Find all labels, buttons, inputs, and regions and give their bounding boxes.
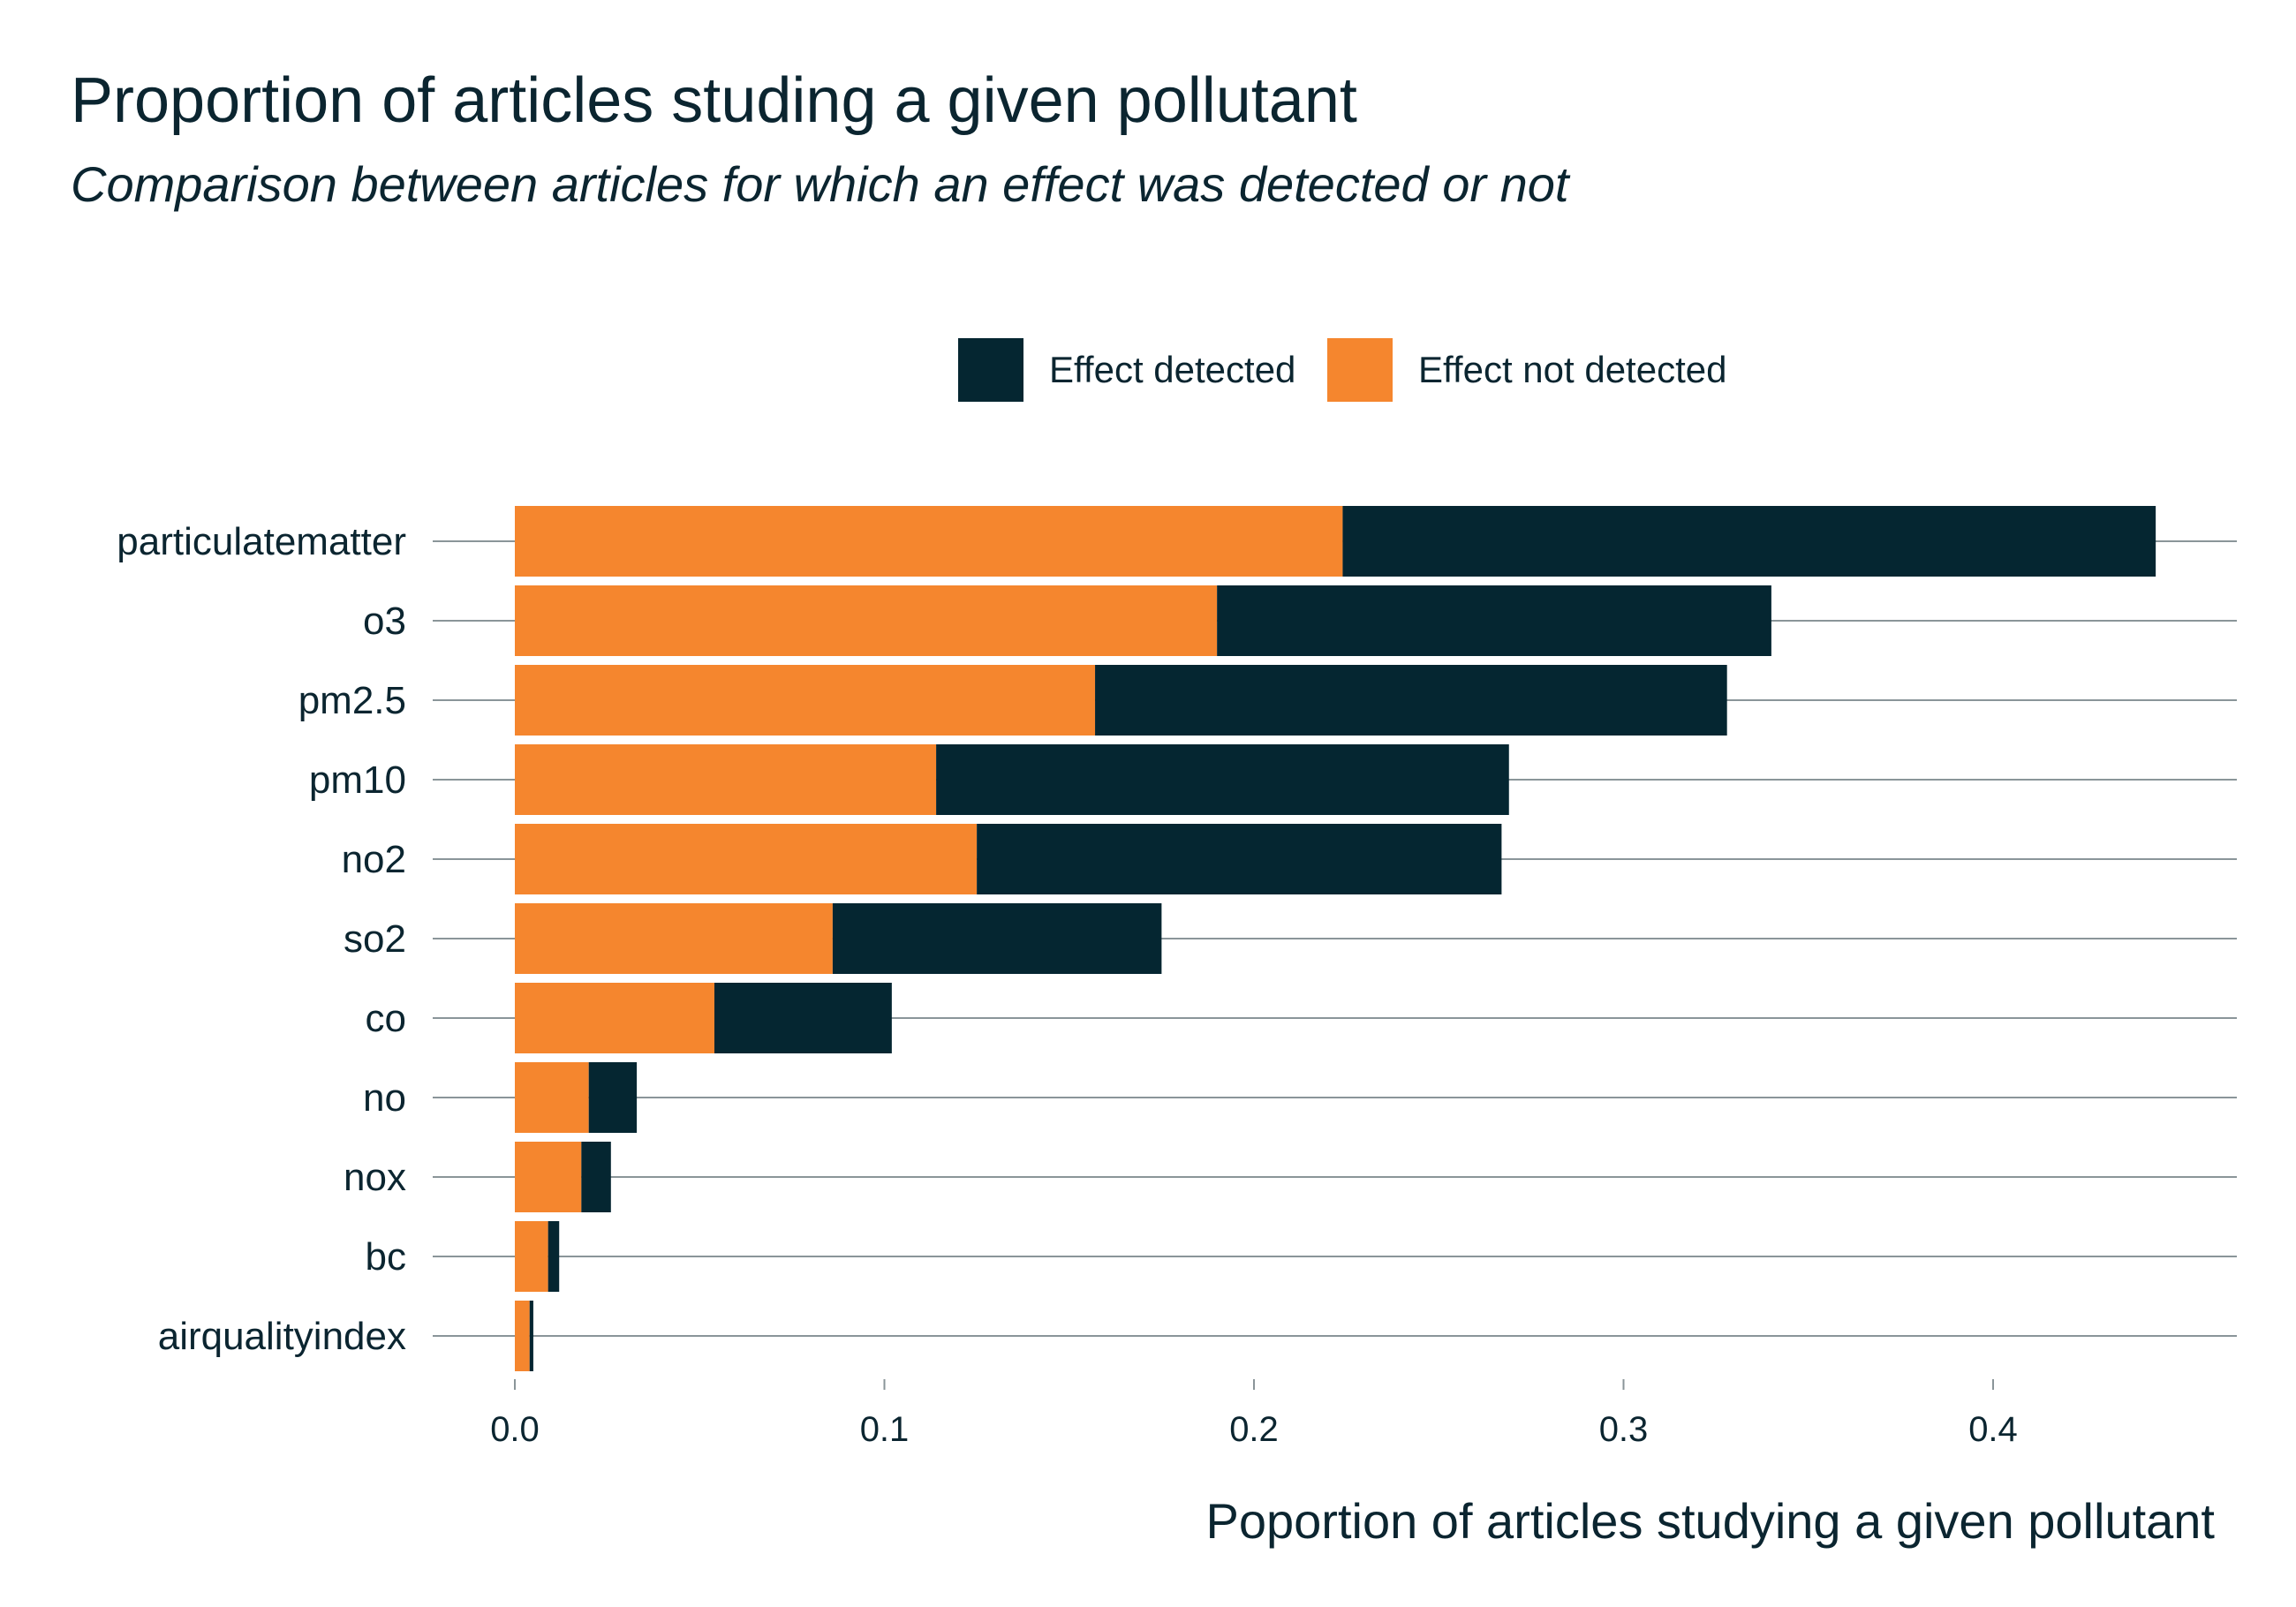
x-axis-ticks: 0.0 0.1 0.2 0.3 0.4	[490, 1379, 2018, 1449]
bar-detected-airqualityindex	[529, 1301, 533, 1371]
category-label-airqualityindex: airqualityindex	[158, 1315, 406, 1358]
category-labels: particulatematter o3 pm2.5 pm10 no2 so2 co no no…	[117, 520, 406, 1358]
bar-not-detected-airqualityindex	[515, 1301, 530, 1371]
x-tick-label: 0.2	[1229, 1410, 1279, 1449]
chart-subtitle: Comparison between articles for which an…	[71, 156, 1571, 212]
bar-detected-no2	[977, 824, 1502, 894]
bar-not-detected-nox	[515, 1142, 582, 1212]
bar-detected-no	[588, 1062, 638, 1133]
bar-detected-pm2-5	[1095, 665, 1727, 736]
bar-not-detected-particulatematter	[515, 506, 1343, 577]
category-label-nox: nox	[344, 1156, 406, 1199]
bar-not-detected-o3	[515, 585, 1218, 656]
legend-swatch-effect-not-detected	[1327, 338, 1393, 402]
bar-detected-bc	[548, 1221, 560, 1292]
category-label-pm2-5: pm2.5	[298, 679, 406, 722]
legend-label-effect-detected: Effect detected	[1049, 349, 1295, 390]
x-tick-label: 0.1	[860, 1410, 910, 1449]
bar-not-detected-no2	[515, 824, 978, 894]
category-label-bc: bc	[366, 1235, 406, 1279]
bar-detected-pm10	[936, 744, 1509, 815]
bar-detected-nox	[581, 1142, 611, 1212]
category-label-o3: o3	[363, 600, 406, 643]
bar-not-detected-bc	[515, 1221, 548, 1292]
bar-detected-so2	[832, 903, 1162, 974]
category-label-co: co	[366, 997, 406, 1040]
bars	[515, 506, 2156, 1371]
category-label-particulatematter: particulatematter	[117, 520, 406, 563]
bar-not-detected-no	[515, 1062, 589, 1133]
legend: Effect detected Effect not detected	[958, 338, 1726, 402]
category-label-so2: so2	[344, 917, 406, 961]
chart-title: Proportion of articles studing a given p…	[71, 65, 1357, 136]
x-tick-label: 0.4	[1968, 1410, 2018, 1449]
category-label-no: no	[363, 1076, 406, 1120]
category-label-pm10: pm10	[309, 758, 406, 802]
bar-not-detected-co	[515, 983, 714, 1053]
bar-detected-o3	[1217, 585, 1771, 656]
x-axis-label: Poportion of articles studying a given p…	[1206, 1493, 2216, 1549]
bar-not-detected-pm10	[515, 744, 937, 815]
x-tick-label: 0.0	[490, 1410, 540, 1449]
bar-detected-co	[714, 983, 892, 1053]
bar-not-detected-pm2-5	[515, 665, 1096, 736]
legend-label-effect-not-detected: Effect not detected	[1418, 349, 1726, 390]
bar-not-detected-so2	[515, 903, 833, 974]
category-label-no2: no2	[342, 838, 406, 881]
bar-detected-particulatematter	[1342, 506, 2156, 577]
legend-swatch-effect-detected	[958, 338, 1023, 402]
x-tick-label: 0.3	[1599, 1410, 1649, 1449]
